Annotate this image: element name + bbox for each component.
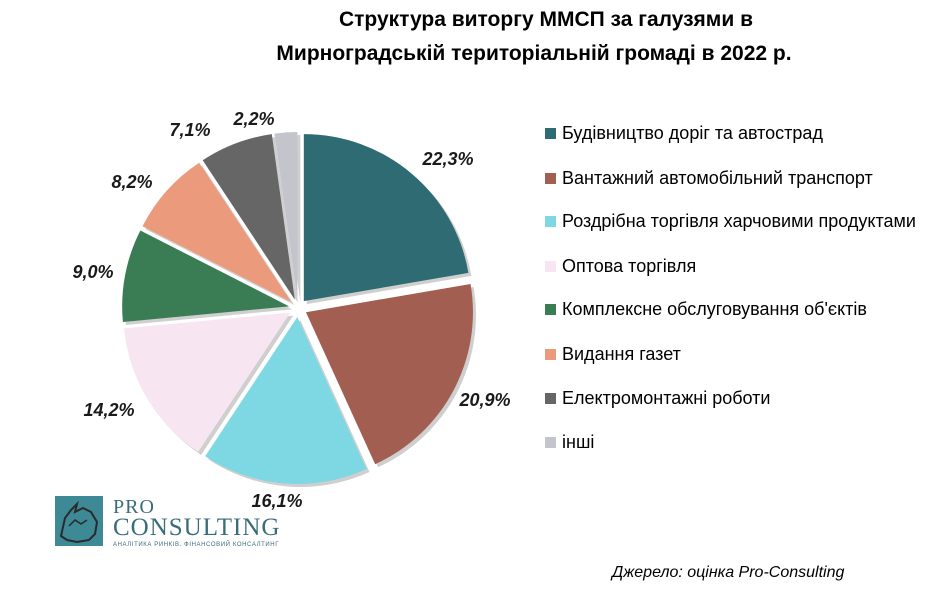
slice-percent-label: 9,0%	[72, 262, 113, 282]
legend-swatch	[545, 437, 556, 448]
logo-consulting-text: CONSULTING	[113, 514, 281, 541]
legend-label: інші	[562, 432, 595, 452]
legend-item: Електромонтажні роботи	[545, 387, 922, 409]
legend-item: Оптова торгівля	[545, 255, 922, 277]
legend-swatch	[545, 216, 556, 227]
legend-swatch	[545, 173, 556, 184]
chart-title-line-1: Структура виторгу ММСП за галузями в	[338, 8, 753, 31]
logo-tagline: АНАЛІТИКА РИНКІВ. ФІНАНСОВИЙ КОНСАЛТИНГ	[113, 542, 280, 548]
pie-slice	[202, 134, 295, 300]
slice-percent-label: 16,1%	[251, 491, 302, 511]
legend-label: Комплексне обслуговування об'єктів	[562, 299, 867, 319]
pie-slice	[303, 134, 469, 302]
source-note: Джерело: оцінка Pro-Consulting	[612, 564, 845, 581]
slice-percent-label: 14,2%	[83, 400, 134, 420]
legend-label: Електромонтажні роботи	[562, 388, 771, 408]
pie-slice	[205, 316, 367, 484]
slice-percent-label: 22,3%	[421, 149, 473, 169]
pie-slice	[274, 132, 298, 300]
legend-item: Вантажний автомобільний транспорт	[545, 167, 922, 189]
legend-item: інші	[545, 431, 922, 453]
legend-label: Будівництво доріг та автострад	[562, 123, 823, 143]
legend-swatch	[545, 393, 556, 404]
legend-label: Видання газет	[562, 344, 681, 364]
legend-item: Будівництво доріг та автострад	[545, 122, 922, 144]
logo-pro-text: PRO	[113, 496, 155, 518]
pie-slice	[124, 312, 291, 452]
legend-swatch	[545, 304, 556, 315]
legend-item: Видання газет	[545, 343, 922, 365]
pie-slice	[142, 162, 292, 303]
pie-slice	[305, 284, 473, 465]
slice-percent-label: 2,2%	[232, 109, 274, 129]
chart-title-line-2: Мирноградській територіальній громаді в …	[276, 42, 792, 65]
legend-item: Роздрібна торгівля харчовими продуктами	[545, 210, 922, 232]
legend-label: Оптова торгівля	[562, 256, 697, 276]
legend-label: Вантажний автомобільний транспорт	[562, 168, 873, 188]
pie-slice	[122, 230, 290, 323]
legend-swatch	[545, 349, 556, 360]
rhino-logo-icon	[55, 496, 103, 546]
legend-swatch	[545, 128, 556, 139]
legend-swatch	[545, 261, 556, 272]
slice-percent-label: 8,2%	[111, 172, 152, 192]
legend-label: Роздрібна торгівля харчовими продуктами	[562, 211, 916, 231]
legend-item: Комплексне обслуговування об'єктів	[545, 298, 922, 320]
slice-percent-label: 20,9%	[458, 390, 510, 410]
slice-percent-label: 7,1%	[169, 120, 210, 140]
